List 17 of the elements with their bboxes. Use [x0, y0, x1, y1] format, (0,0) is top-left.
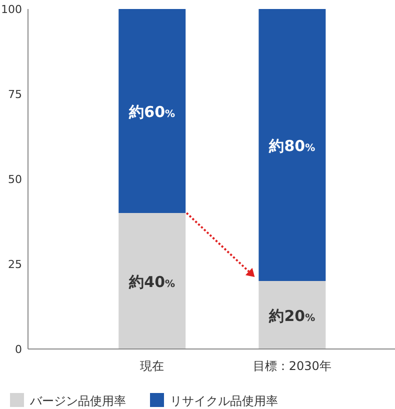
- y-tick-label: 100: [1, 3, 22, 16]
- bar: [258, 9, 326, 281]
- y-tick-label: 50: [8, 173, 22, 186]
- data-label: 約60%: [128, 103, 176, 121]
- legend-label: リサイクル品使用率: [170, 394, 278, 408]
- legend-label: バージン品使用率: [29, 394, 126, 408]
- data-label: 約40%: [128, 273, 176, 291]
- y-tick-label: 0: [15, 343, 22, 356]
- bar: [118, 9, 186, 213]
- data-label: 約20%: [268, 307, 316, 325]
- y-tick-label: 75: [8, 88, 22, 101]
- y-tick-label: 25: [8, 258, 22, 271]
- x-tick-label: 現在: [140, 359, 164, 373]
- bar: [258, 281, 326, 349]
- bar: [118, 213, 186, 349]
- data-label: 約80%: [268, 137, 316, 155]
- x-tick-label: 目標：2030年: [252, 359, 332, 373]
